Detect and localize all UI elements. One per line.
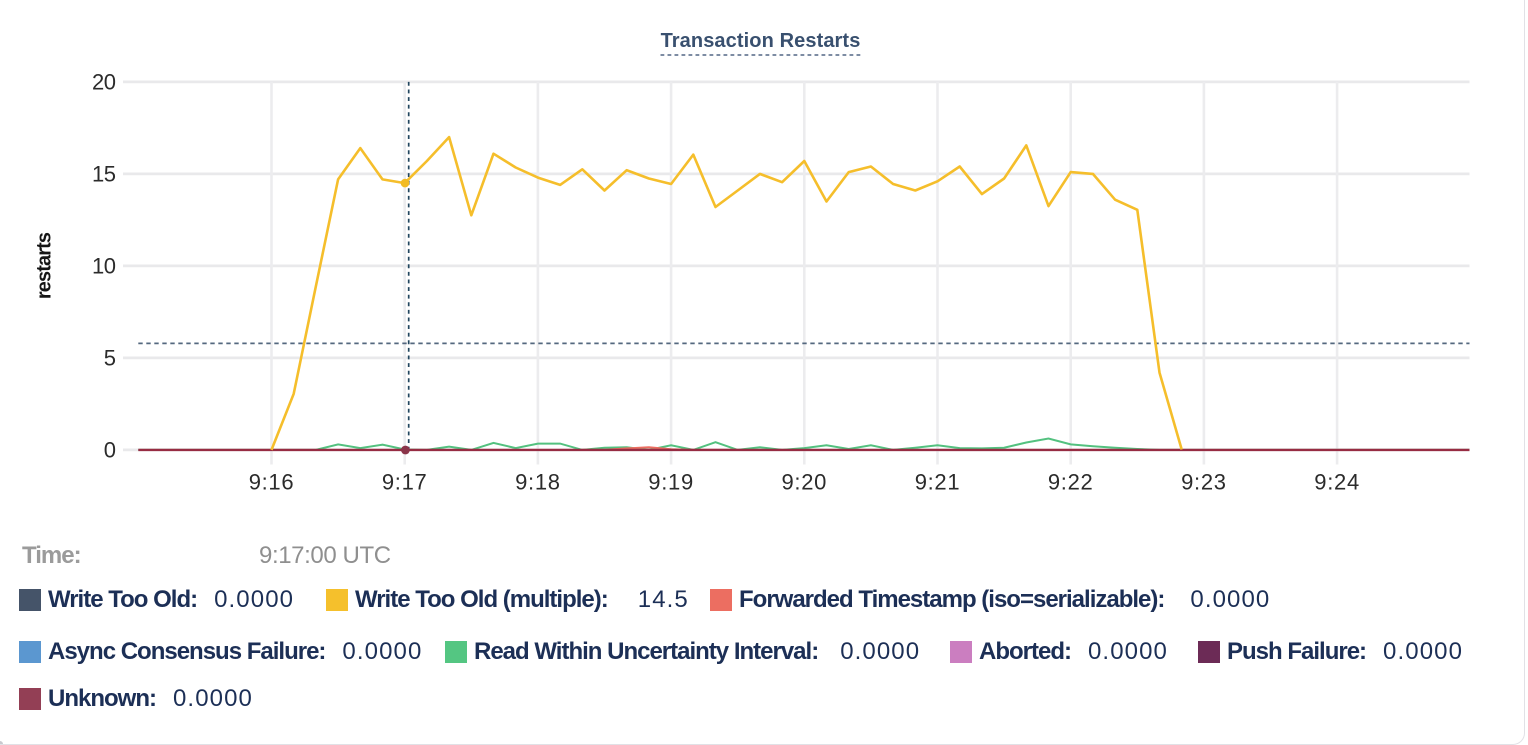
svg-text:restarts: restarts <box>34 232 56 299</box>
svg-text:9:17: 9:17 <box>382 470 428 495</box>
svg-text:9:20: 9:20 <box>781 470 827 495</box>
svg-text:10: 10 <box>92 254 116 279</box>
svg-text:20: 20 <box>92 70 116 95</box>
svg-text:9:21: 9:21 <box>915 470 961 495</box>
svg-text:9:19: 9:19 <box>648 470 694 495</box>
svg-text:15: 15 <box>92 162 116 187</box>
svg-text:5: 5 <box>104 346 116 371</box>
svg-text:9:23: 9:23 <box>1181 470 1227 495</box>
svg-text:9:16: 9:16 <box>249 470 295 495</box>
svg-text:0: 0 <box>104 438 116 463</box>
svg-text:9:18: 9:18 <box>515 470 561 495</box>
svg-text:9:24: 9:24 <box>1314 470 1360 495</box>
svg-text:Transaction Restarts: Transaction Restarts <box>661 30 861 52</box>
svg-text:9:22: 9:22 <box>1048 470 1094 495</box>
